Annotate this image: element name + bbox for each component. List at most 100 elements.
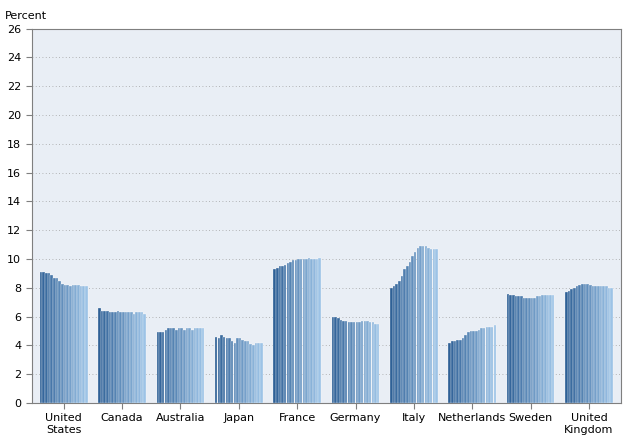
- Bar: [305, 259, 308, 403]
- Bar: [247, 341, 249, 403]
- Bar: [355, 322, 358, 403]
- Bar: [43, 272, 45, 403]
- Bar: [125, 312, 127, 403]
- Bar: [602, 286, 605, 403]
- Bar: [67, 285, 69, 403]
- Bar: [72, 285, 74, 403]
- Bar: [533, 298, 536, 403]
- Bar: [342, 321, 345, 403]
- Bar: [525, 298, 528, 403]
- Bar: [194, 328, 197, 403]
- Bar: [143, 314, 146, 403]
- Bar: [544, 295, 546, 403]
- Bar: [186, 328, 188, 403]
- Bar: [541, 295, 544, 403]
- Bar: [594, 286, 597, 403]
- Bar: [411, 256, 414, 403]
- Bar: [332, 316, 334, 403]
- Bar: [334, 316, 337, 403]
- Bar: [435, 249, 438, 403]
- Bar: [448, 343, 451, 403]
- Bar: [390, 288, 392, 403]
- Bar: [162, 332, 165, 403]
- Bar: [117, 311, 119, 403]
- Bar: [56, 278, 58, 403]
- Bar: [122, 312, 125, 403]
- Bar: [69, 286, 72, 403]
- Bar: [578, 285, 581, 403]
- Bar: [228, 338, 230, 403]
- Bar: [308, 258, 310, 403]
- Bar: [199, 328, 202, 403]
- Bar: [252, 346, 255, 403]
- Bar: [220, 335, 223, 403]
- Bar: [507, 293, 509, 403]
- Bar: [295, 260, 297, 403]
- Bar: [136, 312, 138, 403]
- Bar: [109, 312, 111, 403]
- Bar: [517, 297, 520, 403]
- Bar: [366, 321, 369, 403]
- Bar: [316, 259, 318, 403]
- Bar: [531, 298, 533, 403]
- Bar: [276, 268, 278, 403]
- Bar: [453, 341, 457, 403]
- Bar: [372, 322, 374, 403]
- Bar: [430, 249, 433, 403]
- Bar: [472, 331, 475, 403]
- Bar: [467, 332, 470, 403]
- Bar: [303, 259, 305, 403]
- Bar: [395, 283, 398, 403]
- Bar: [273, 269, 276, 403]
- Bar: [300, 259, 303, 403]
- Bar: [600, 286, 602, 403]
- Bar: [170, 328, 173, 403]
- Bar: [257, 343, 260, 403]
- Bar: [178, 328, 180, 403]
- Bar: [568, 291, 570, 403]
- Bar: [167, 328, 170, 403]
- Bar: [239, 338, 241, 403]
- Text: Percent: Percent: [5, 11, 47, 21]
- Bar: [284, 265, 286, 403]
- Bar: [488, 327, 491, 403]
- Bar: [138, 312, 141, 403]
- Bar: [374, 324, 377, 403]
- Bar: [581, 283, 583, 403]
- Bar: [483, 328, 485, 403]
- Bar: [98, 308, 100, 403]
- Bar: [422, 246, 425, 403]
- Bar: [40, 272, 43, 403]
- Bar: [82, 286, 85, 403]
- Bar: [242, 339, 244, 403]
- Bar: [281, 266, 284, 403]
- Bar: [133, 314, 135, 403]
- Bar: [347, 322, 350, 403]
- Bar: [48, 274, 50, 403]
- Bar: [592, 286, 594, 403]
- Bar: [573, 288, 576, 403]
- Bar: [587, 283, 589, 403]
- Bar: [244, 341, 247, 403]
- Bar: [58, 281, 61, 403]
- Bar: [480, 328, 483, 403]
- Bar: [290, 262, 292, 403]
- Bar: [528, 298, 531, 403]
- Bar: [451, 341, 453, 403]
- Bar: [583, 283, 587, 403]
- Bar: [515, 297, 517, 403]
- Bar: [420, 246, 422, 403]
- Bar: [475, 331, 477, 403]
- Bar: [364, 321, 366, 403]
- Bar: [77, 285, 80, 403]
- Bar: [576, 286, 578, 403]
- Bar: [175, 330, 178, 403]
- Bar: [165, 330, 167, 403]
- Bar: [279, 266, 281, 403]
- Bar: [183, 330, 186, 403]
- Bar: [398, 281, 401, 403]
- Bar: [202, 328, 204, 403]
- Bar: [485, 327, 488, 403]
- Bar: [255, 343, 257, 403]
- Bar: [106, 311, 109, 403]
